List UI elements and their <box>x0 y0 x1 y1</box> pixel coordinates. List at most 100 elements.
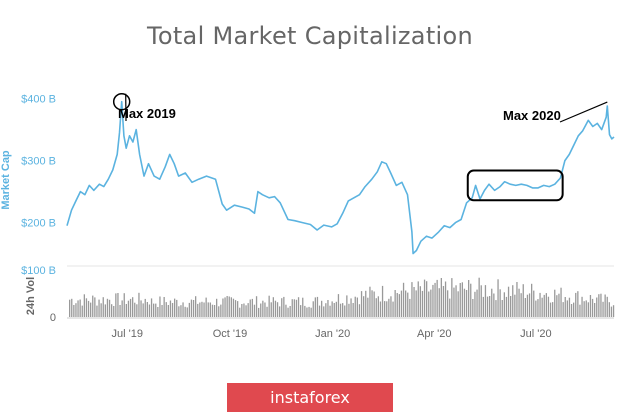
volume-bar <box>268 295 270 317</box>
volume-bar <box>174 298 176 317</box>
volume-bar <box>140 300 142 317</box>
volume-bar <box>87 300 90 317</box>
volume-bar <box>373 291 375 317</box>
volume-bar <box>470 283 472 317</box>
volume-bar <box>333 303 335 317</box>
volume-bar <box>486 296 489 317</box>
volume-bar <box>142 303 144 317</box>
volume-bar <box>224 297 226 317</box>
volume-bar <box>585 300 587 317</box>
volume-bar <box>184 306 186 317</box>
volume-bar <box>346 295 348 317</box>
volume-bar <box>560 287 562 317</box>
volume-bar <box>335 301 337 317</box>
volume-bar <box>117 293 119 317</box>
volume-bar <box>512 285 514 317</box>
volume-bar <box>484 285 487 317</box>
volume-bar <box>396 293 398 317</box>
volume-bar <box>539 292 541 317</box>
volume-bar <box>612 305 615 317</box>
volume-bar <box>220 304 222 317</box>
volume-bar <box>136 304 138 317</box>
volume-bar <box>325 303 327 317</box>
volume-bar <box>253 304 256 317</box>
volume-tick-label: 0 <box>50 312 56 324</box>
volume-bar <box>85 298 88 317</box>
volume-bar <box>426 281 428 317</box>
y-axis-label: Market Cap <box>0 150 12 210</box>
volume-bar <box>589 295 592 317</box>
volume-bar <box>207 302 209 317</box>
y-axis-ticks: $200 B $300 B $400 B 0 $100 B <box>21 94 56 324</box>
volume-bar <box>545 293 547 317</box>
volume-bar <box>134 302 136 317</box>
volume-bar <box>520 293 522 317</box>
volume-bar <box>230 297 232 317</box>
volume-bar <box>541 297 543 317</box>
volume-bar <box>321 300 323 317</box>
volume-bar <box>201 301 203 317</box>
axis-lines <box>67 265 614 319</box>
volume-bar <box>138 292 140 317</box>
volume-bar <box>434 282 436 317</box>
x-tick-label: Apr '20 <box>417 328 452 340</box>
volume-bar <box>127 300 130 317</box>
volume-bar <box>409 298 411 317</box>
volume-bar <box>306 307 308 317</box>
volume-bar <box>533 290 535 317</box>
volume-bar <box>69 299 71 317</box>
volume-bar <box>96 305 98 317</box>
volume-bar <box>192 300 195 317</box>
volume-bar <box>228 296 230 317</box>
volume-bar <box>102 297 104 317</box>
volume-bar <box>598 294 600 317</box>
volume-bar <box>535 300 537 317</box>
volume-bar <box>358 304 361 317</box>
volume-bar <box>279 306 281 317</box>
volume-bar <box>400 290 403 317</box>
volume-bar <box>497 279 499 317</box>
volume-bar <box>495 300 497 317</box>
volume-bar <box>176 299 178 317</box>
volume-bar <box>606 296 608 317</box>
volume-bar <box>302 297 304 317</box>
volume-bar <box>165 302 167 317</box>
volume-bar <box>119 305 121 317</box>
volume-bar <box>354 296 356 317</box>
volume-bar <box>386 301 388 317</box>
volume-bar <box>518 288 520 317</box>
volume-bar <box>600 293 602 317</box>
volume-bar <box>125 304 127 317</box>
volume-bar <box>310 307 312 317</box>
volume-bar <box>455 285 457 317</box>
volume-bar <box>350 298 352 317</box>
volume-bar <box>594 303 596 317</box>
volume-bar <box>417 281 419 317</box>
max-2019-label: Max 2019 <box>118 106 176 121</box>
volume-bar <box>81 305 83 317</box>
market-cap-line <box>66 100 615 255</box>
volume-bar <box>394 290 396 317</box>
volume-bar <box>342 303 344 317</box>
volume-bar <box>182 302 184 317</box>
volume-bar <box>195 296 197 317</box>
volume-bar <box>564 297 566 317</box>
volume-bar <box>144 298 146 317</box>
volume-bar <box>312 301 314 317</box>
volume-bar <box>610 306 613 317</box>
volume-bar <box>75 303 77 317</box>
volume-bar <box>291 299 293 317</box>
volume-bar <box>468 280 470 317</box>
volume-bar <box>222 298 224 317</box>
volume-bar <box>216 298 218 317</box>
annotations: Max 2019 Max 2020 <box>112 92 608 202</box>
volume-bar <box>327 300 329 317</box>
volume-bar <box>113 306 115 317</box>
y-tick-label: $200 B <box>21 218 56 230</box>
volume-tick-label: $100 B <box>21 265 56 277</box>
volume-bar <box>438 288 440 317</box>
volume-bar <box>573 302 575 317</box>
volume-bar <box>106 298 109 317</box>
volume-bar <box>423 279 426 317</box>
